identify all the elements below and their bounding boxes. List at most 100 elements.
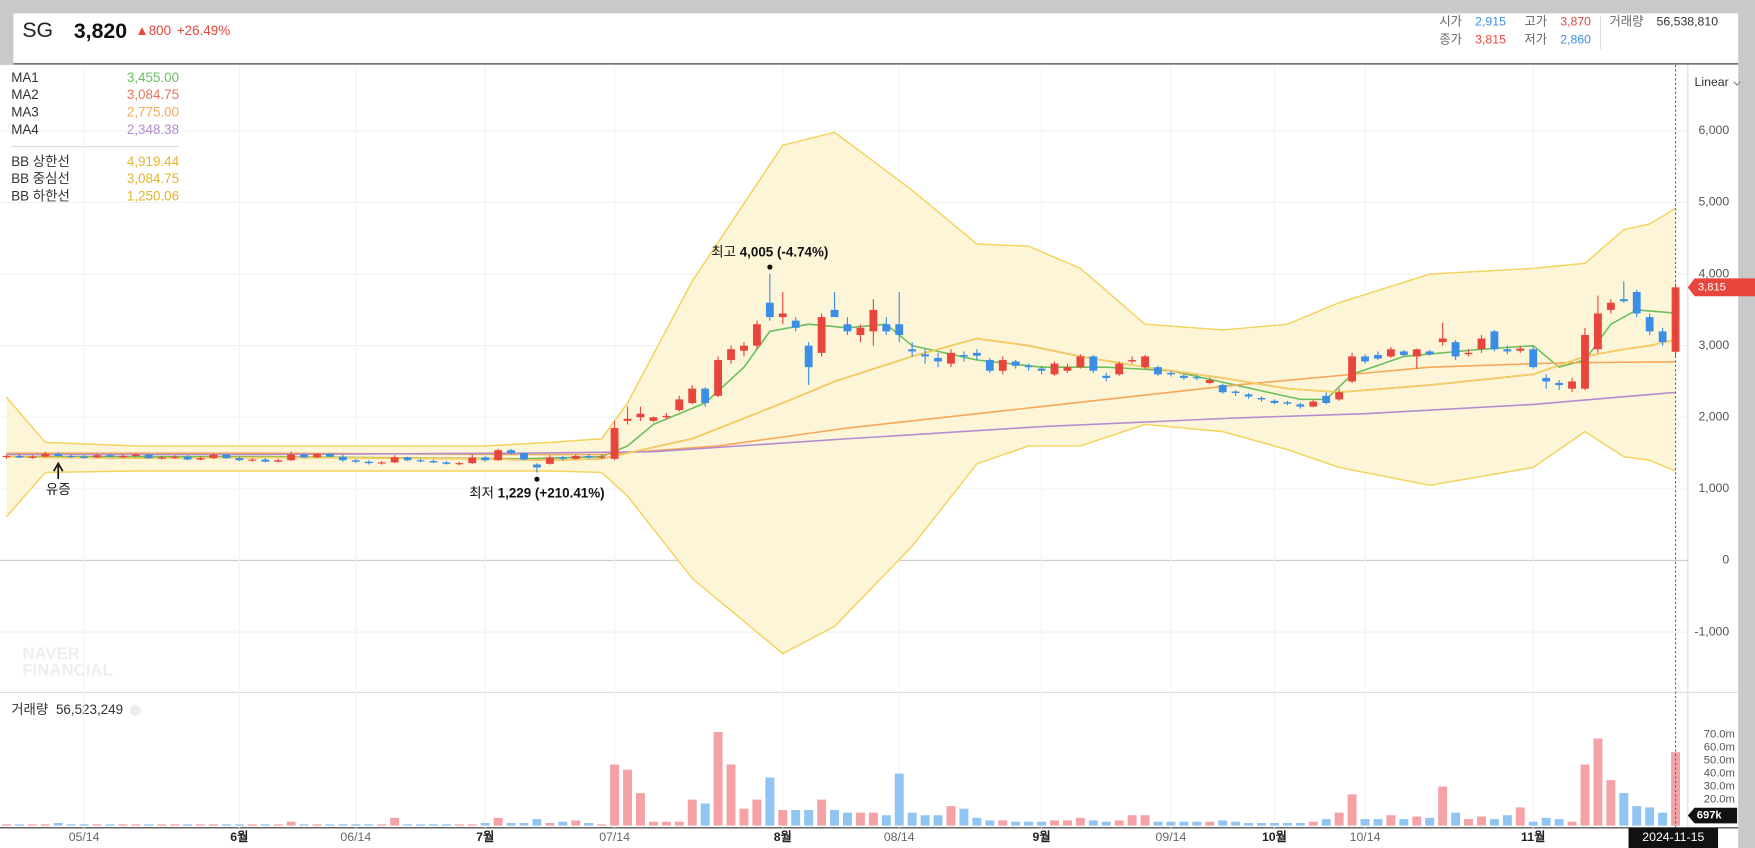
volume-bar — [480, 823, 490, 826]
extreme-label: 최저 1,229 (+210.41%) — [469, 485, 604, 500]
candle-body — [998, 360, 1007, 371]
volume-bar — [1114, 820, 1124, 826]
candle-body — [727, 349, 735, 361]
legend-value: 2,775.00 — [127, 105, 179, 120]
volume-bar — [53, 823, 63, 826]
watermark: FINANCIAL — [22, 661, 112, 680]
x-tick-label: 05/14 — [69, 830, 100, 844]
legend-value: 3,084.75 — [127, 171, 179, 186]
candle-body — [869, 309, 878, 332]
volume-bar — [1619, 793, 1629, 826]
volume-bar — [1050, 820, 1059, 826]
candle-body — [313, 453, 321, 458]
candle-body — [494, 450, 503, 461]
candle-body — [584, 455, 593, 458]
volume-bar — [66, 824, 76, 826]
volume-bar — [1140, 815, 1150, 826]
candle-body — [714, 360, 723, 396]
y-tick-label: 0 — [1722, 553, 1729, 567]
volume-bar — [79, 824, 89, 826]
volume-bar — [868, 812, 878, 826]
volume-bar — [1062, 820, 1072, 826]
candle-body — [895, 324, 904, 335]
candle-body — [507, 450, 515, 454]
candle-body — [1179, 375, 1188, 378]
volume-bar — [403, 824, 413, 826]
y-tick-label: 2,000 — [1698, 410, 1729, 424]
candle-body — [701, 388, 710, 403]
y-tick-label: 3,000 — [1698, 338, 1729, 352]
volume-tick-label: 60.0m — [1704, 742, 1735, 754]
legend-name: MA4 — [11, 122, 39, 137]
candle-body — [1658, 331, 1667, 343]
candle-body — [28, 456, 37, 458]
indicator-line — [6, 391, 1676, 456]
volume-bar — [260, 824, 270, 826]
close-icon[interactable] — [129, 704, 142, 716]
y-tick-label: 4,000 — [1698, 266, 1729, 280]
candle-body — [1141, 356, 1149, 368]
volume-bar — [661, 821, 671, 826]
price-pane — [2, 131, 1680, 655]
volume-bar — [545, 823, 555, 826]
candle-body — [1024, 365, 1033, 368]
y-tick-label: 1,000 — [1698, 481, 1729, 495]
candle-body — [1581, 334, 1589, 389]
legend-name: BB 하한선 — [11, 188, 70, 203]
volume-bar — [118, 824, 128, 826]
volume-bar — [584, 823, 594, 826]
volume-bar — [623, 769, 633, 826]
volume-bar — [739, 808, 749, 826]
volume-bar — [1464, 819, 1474, 826]
candle-body — [972, 352, 981, 356]
volume-bar — [1476, 816, 1486, 826]
candle-body — [2, 455, 11, 458]
candle-body — [144, 454, 153, 459]
candle-body — [636, 413, 645, 418]
volume-tick-label: 50.0m — [1704, 755, 1735, 767]
volume-bar — [687, 799, 697, 826]
volume-bar — [131, 824, 141, 826]
volume-bar — [441, 824, 451, 826]
volume-bar — [493, 817, 503, 826]
candle-body — [1606, 302, 1615, 310]
y-tick-label: -1,000 — [1694, 624, 1729, 638]
volume-bar — [1205, 821, 1215, 826]
candle-body — [1451, 342, 1460, 357]
candle-body — [1270, 400, 1279, 403]
candle-body — [248, 459, 257, 461]
volume-bar — [247, 824, 257, 826]
volume-bar — [1011, 821, 1021, 826]
dropdown-caret[interactable] — [1733, 81, 1741, 86]
price: 3,820 — [74, 19, 127, 43]
volume-bar — [700, 803, 710, 826]
volume-bar — [648, 821, 658, 826]
low-label: 저가 — [1524, 33, 1547, 47]
volume-bar — [1489, 819, 1499, 826]
candle-body — [1205, 380, 1214, 383]
candle-body — [688, 388, 697, 403]
volume-bar — [351, 824, 361, 826]
volume-bar — [1399, 819, 1409, 826]
extreme-prefix: 최고 — [711, 244, 736, 259]
candle-body — [274, 460, 283, 462]
volume-bar — [1386, 815, 1396, 826]
candle-body — [390, 457, 399, 463]
candle-body — [740, 345, 748, 351]
volume-bar — [1218, 820, 1228, 826]
volume-bar — [881, 815, 891, 826]
extreme-value: 4,005 (-4.74%) — [740, 244, 829, 259]
x-tick-label: 6월 — [230, 829, 248, 844]
candle-body — [1386, 349, 1395, 357]
volume-bar — [27, 824, 37, 826]
volume-bar — [532, 819, 542, 826]
candle-body — [1192, 377, 1201, 379]
candle-body — [403, 457, 412, 461]
volume-value: 56,538,810 — [1657, 15, 1719, 29]
legend-value: 3,084.75 — [127, 87, 179, 102]
candle-body — [960, 355, 968, 357]
date-tag — [1628, 827, 1719, 848]
scale-mode[interactable]: Linear — [1695, 75, 1729, 89]
legend-value: 3,455.00 — [127, 70, 179, 85]
